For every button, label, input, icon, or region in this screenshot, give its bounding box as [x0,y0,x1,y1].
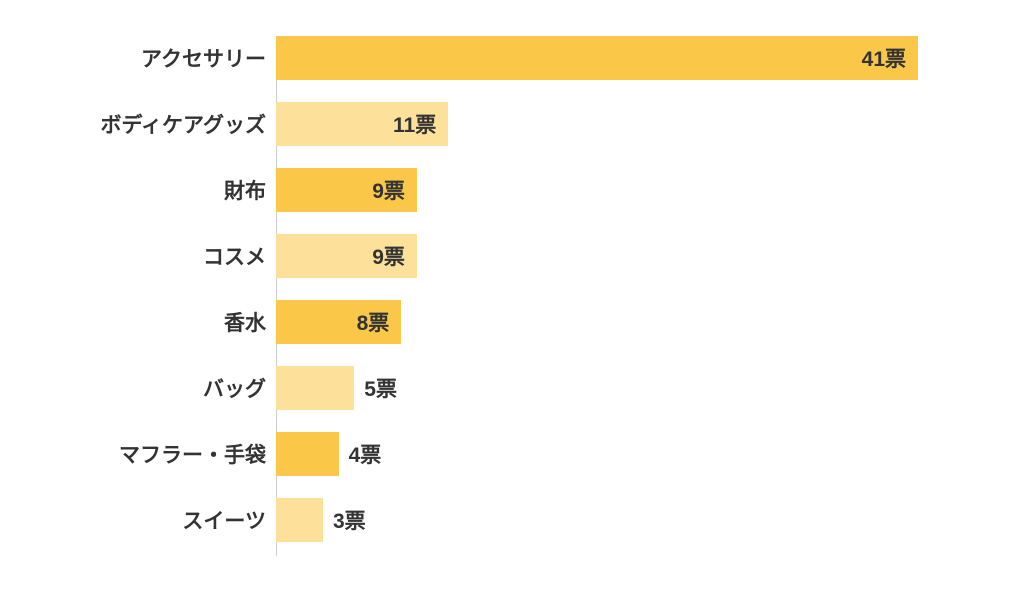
bar-track: 9票 [276,168,1024,212]
chart-row: アクセサリー 41票 [0,36,1024,80]
chart-row: ボディケアグッズ 11票 [0,102,1024,146]
bar-chart: アクセサリー41票ボディケアグッズ11票財布9票コスメ9票香水8票バッグ5票マフ… [0,0,1024,594]
value-label: 41票 [862,43,906,73]
bar-track: 3票 [276,498,1024,542]
chart-row: マフラー・手袋 4票 [0,432,1024,476]
bar-track: 11票 [276,102,1024,146]
bar [276,366,354,410]
bar-track: 8票 [276,300,1024,344]
category-label: スイーツ [0,505,276,535]
bar [276,36,918,80]
bar [276,432,339,476]
category-label: マフラー・手袋 [0,439,276,469]
category-label: 香水 [0,307,276,337]
category-label: 財布 [0,175,276,205]
chart-row: コスメ 9票 [0,234,1024,278]
category-label: アクセサリー [0,43,276,73]
chart-row: 財布 9票 [0,168,1024,212]
bar-track: 4票 [276,432,1024,476]
value-label: 4票 [349,439,382,469]
bar-track: 5票 [276,366,1024,410]
chart-row: スイーツ 3票 [0,498,1024,542]
value-label: 9票 [372,175,405,205]
value-label: 5票 [364,373,397,403]
category-label: コスメ [0,241,276,271]
value-label: 3票 [333,505,366,535]
bar-track: 9票 [276,234,1024,278]
bar-track: 41票 [276,36,1024,80]
category-label: バッグ [0,373,276,403]
value-label: 8票 [357,307,390,337]
category-label: ボディケアグッズ [0,109,276,139]
chart-row: バッグ 5票 [0,366,1024,410]
value-label: 9票 [372,241,405,271]
value-label: 11票 [393,109,436,139]
chart-row: 香水 8票 [0,300,1024,344]
bar [276,498,323,542]
